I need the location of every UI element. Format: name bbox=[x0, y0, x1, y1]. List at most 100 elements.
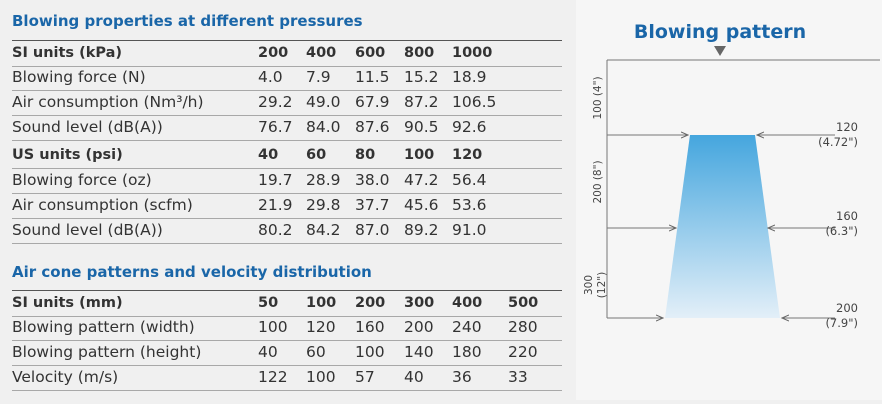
cell: 400 bbox=[452, 295, 483, 311]
cell: 76.7 bbox=[258, 118, 293, 136]
distance-part: 100 bbox=[592, 100, 604, 120]
cell: 122 bbox=[258, 368, 288, 386]
cell: US units (psi) bbox=[12, 147, 123, 163]
cell: 29.8 bbox=[306, 196, 341, 214]
section-title: Blowing properties at different pressure… bbox=[12, 12, 363, 30]
cell: Blowing force (N) bbox=[12, 68, 146, 86]
table-row: Blowing force (N) 4.0 7.9 11.5 15.2 18.9 bbox=[12, 65, 562, 91]
cell: 240 bbox=[452, 318, 482, 336]
arrows bbox=[607, 135, 835, 318]
cell: 67.9 bbox=[355, 93, 390, 111]
distance-label: (12") bbox=[596, 272, 608, 298]
diagram-title: Blowing pattern bbox=[634, 21, 806, 43]
cell: 140 bbox=[404, 343, 434, 361]
width-label: 200 bbox=[836, 301, 858, 315]
cell: SI units (kPa) bbox=[12, 45, 123, 61]
cell: 56.4 bbox=[452, 171, 487, 189]
cell: 21.9 bbox=[258, 196, 293, 214]
cell: 100 bbox=[258, 318, 288, 336]
table-row: Sound level (dB(A)) 80.2 84.2 87.0 89.2 91.0 bbox=[12, 218, 562, 244]
cell: 40 bbox=[258, 343, 278, 361]
cell: 80 bbox=[355, 147, 376, 163]
cell: 600 bbox=[355, 45, 386, 61]
distance-part: (8") bbox=[592, 160, 604, 183]
table-row: Air consumption (Nm³/h) 29.2 49.0 67.9 87.2 1… bbox=[12, 90, 562, 116]
cell: 200 bbox=[355, 295, 386, 311]
cell: 280 bbox=[508, 318, 538, 336]
cell: 100 bbox=[355, 343, 385, 361]
cell: Blowing pattern (width) bbox=[12, 318, 195, 336]
cell: 80.2 bbox=[258, 221, 293, 239]
cell: 19.7 bbox=[258, 171, 293, 189]
width-label: (6.3") bbox=[825, 224, 858, 238]
width-label: (7.9") bbox=[825, 316, 858, 330]
tables: Blowing properties at different pressure… bbox=[12, 12, 562, 391]
cell: 87.2 bbox=[404, 93, 439, 111]
table-row: Air consumption (scfm) 21.9 29.8 37.7 45.6 53… bbox=[12, 193, 562, 219]
cell: 200 bbox=[258, 45, 289, 61]
cell: Blowing force (oz) bbox=[12, 171, 152, 189]
distance-label: 300 bbox=[583, 275, 595, 295]
cell: 57 bbox=[355, 368, 375, 386]
cell: 100 bbox=[306, 295, 337, 311]
cell: 18.9 bbox=[452, 68, 487, 86]
table-row: Blowing force (oz) 19.7 28.9 38.0 47.2 56.4 bbox=[12, 168, 562, 194]
cell: 100 bbox=[404, 147, 435, 163]
nozzle-marker bbox=[714, 46, 726, 56]
distance-part: 200 bbox=[592, 184, 604, 204]
cell: 120 bbox=[452, 147, 483, 163]
cell: Air consumption (scfm) bbox=[12, 196, 193, 214]
cell: 220 bbox=[508, 343, 538, 361]
cell: 200 bbox=[404, 318, 434, 336]
cell: 92.6 bbox=[452, 118, 487, 136]
cell: 400 bbox=[306, 45, 337, 61]
cell: 36 bbox=[452, 368, 472, 386]
distance-label: 200 (8") bbox=[592, 160, 604, 203]
cell: 106.5 bbox=[452, 93, 497, 111]
distance-part: (4") bbox=[592, 76, 604, 99]
header-row: SI units (mm) 50 100 200 300 400 500 bbox=[12, 290, 562, 317]
cell: 53.6 bbox=[452, 196, 487, 214]
cell: 4.0 bbox=[258, 68, 283, 86]
table-row: Blowing pattern (height) 40 60 100 140 180 220 bbox=[12, 340, 562, 366]
cell: 1000 bbox=[452, 45, 493, 61]
distance-label: 100 (4") bbox=[592, 76, 604, 119]
header-row: SI units (kPa) 200 400 600 800 1000 bbox=[12, 40, 562, 67]
section-title: Air cone patterns and velocity distribut… bbox=[12, 263, 372, 281]
cell: 40 bbox=[404, 368, 424, 386]
cell: 38.0 bbox=[355, 171, 390, 189]
cell: Sound level (dB(A)) bbox=[12, 221, 163, 239]
width-label: (4.72") bbox=[818, 135, 858, 149]
cell: 500 bbox=[508, 295, 539, 311]
cell: SI units (mm) bbox=[12, 295, 123, 311]
cell: 7.9 bbox=[306, 68, 331, 86]
cell: 47.2 bbox=[404, 171, 439, 189]
cell: 45.6 bbox=[404, 196, 439, 214]
cell: 49.0 bbox=[306, 93, 341, 111]
cell: 29.2 bbox=[258, 93, 293, 111]
cell: 87.6 bbox=[355, 118, 390, 136]
table-row: Velocity (m/s) 122 100 57 40 36 33 bbox=[12, 365, 562, 391]
cell: Air consumption (Nm³/h) bbox=[12, 93, 204, 111]
cell: 100 bbox=[306, 368, 336, 386]
cell: 91.0 bbox=[452, 221, 487, 239]
cell: Sound level (dB(A)) bbox=[12, 118, 163, 136]
cell: 60 bbox=[306, 147, 327, 163]
cell: 84.0 bbox=[306, 118, 341, 136]
width-label: 160 bbox=[836, 209, 858, 223]
cell: 89.2 bbox=[404, 221, 439, 239]
cell: 84.2 bbox=[306, 221, 341, 239]
cell: 11.5 bbox=[355, 68, 390, 86]
cell: 120 bbox=[306, 318, 336, 336]
header-row: US units (psi) 40 60 80 100 120 bbox=[12, 143, 562, 169]
table-row: Blowing pattern (width) 100 120 160 200 240 28… bbox=[12, 315, 562, 341]
width-label: 120 bbox=[836, 120, 858, 134]
cell: 15.2 bbox=[404, 68, 439, 86]
cell: Velocity (m/s) bbox=[12, 368, 119, 386]
cell: 37.7 bbox=[355, 196, 390, 214]
cell: 50 bbox=[258, 295, 279, 311]
cell: 160 bbox=[355, 318, 385, 336]
cell: 90.5 bbox=[404, 118, 439, 136]
cell: 87.0 bbox=[355, 221, 390, 239]
